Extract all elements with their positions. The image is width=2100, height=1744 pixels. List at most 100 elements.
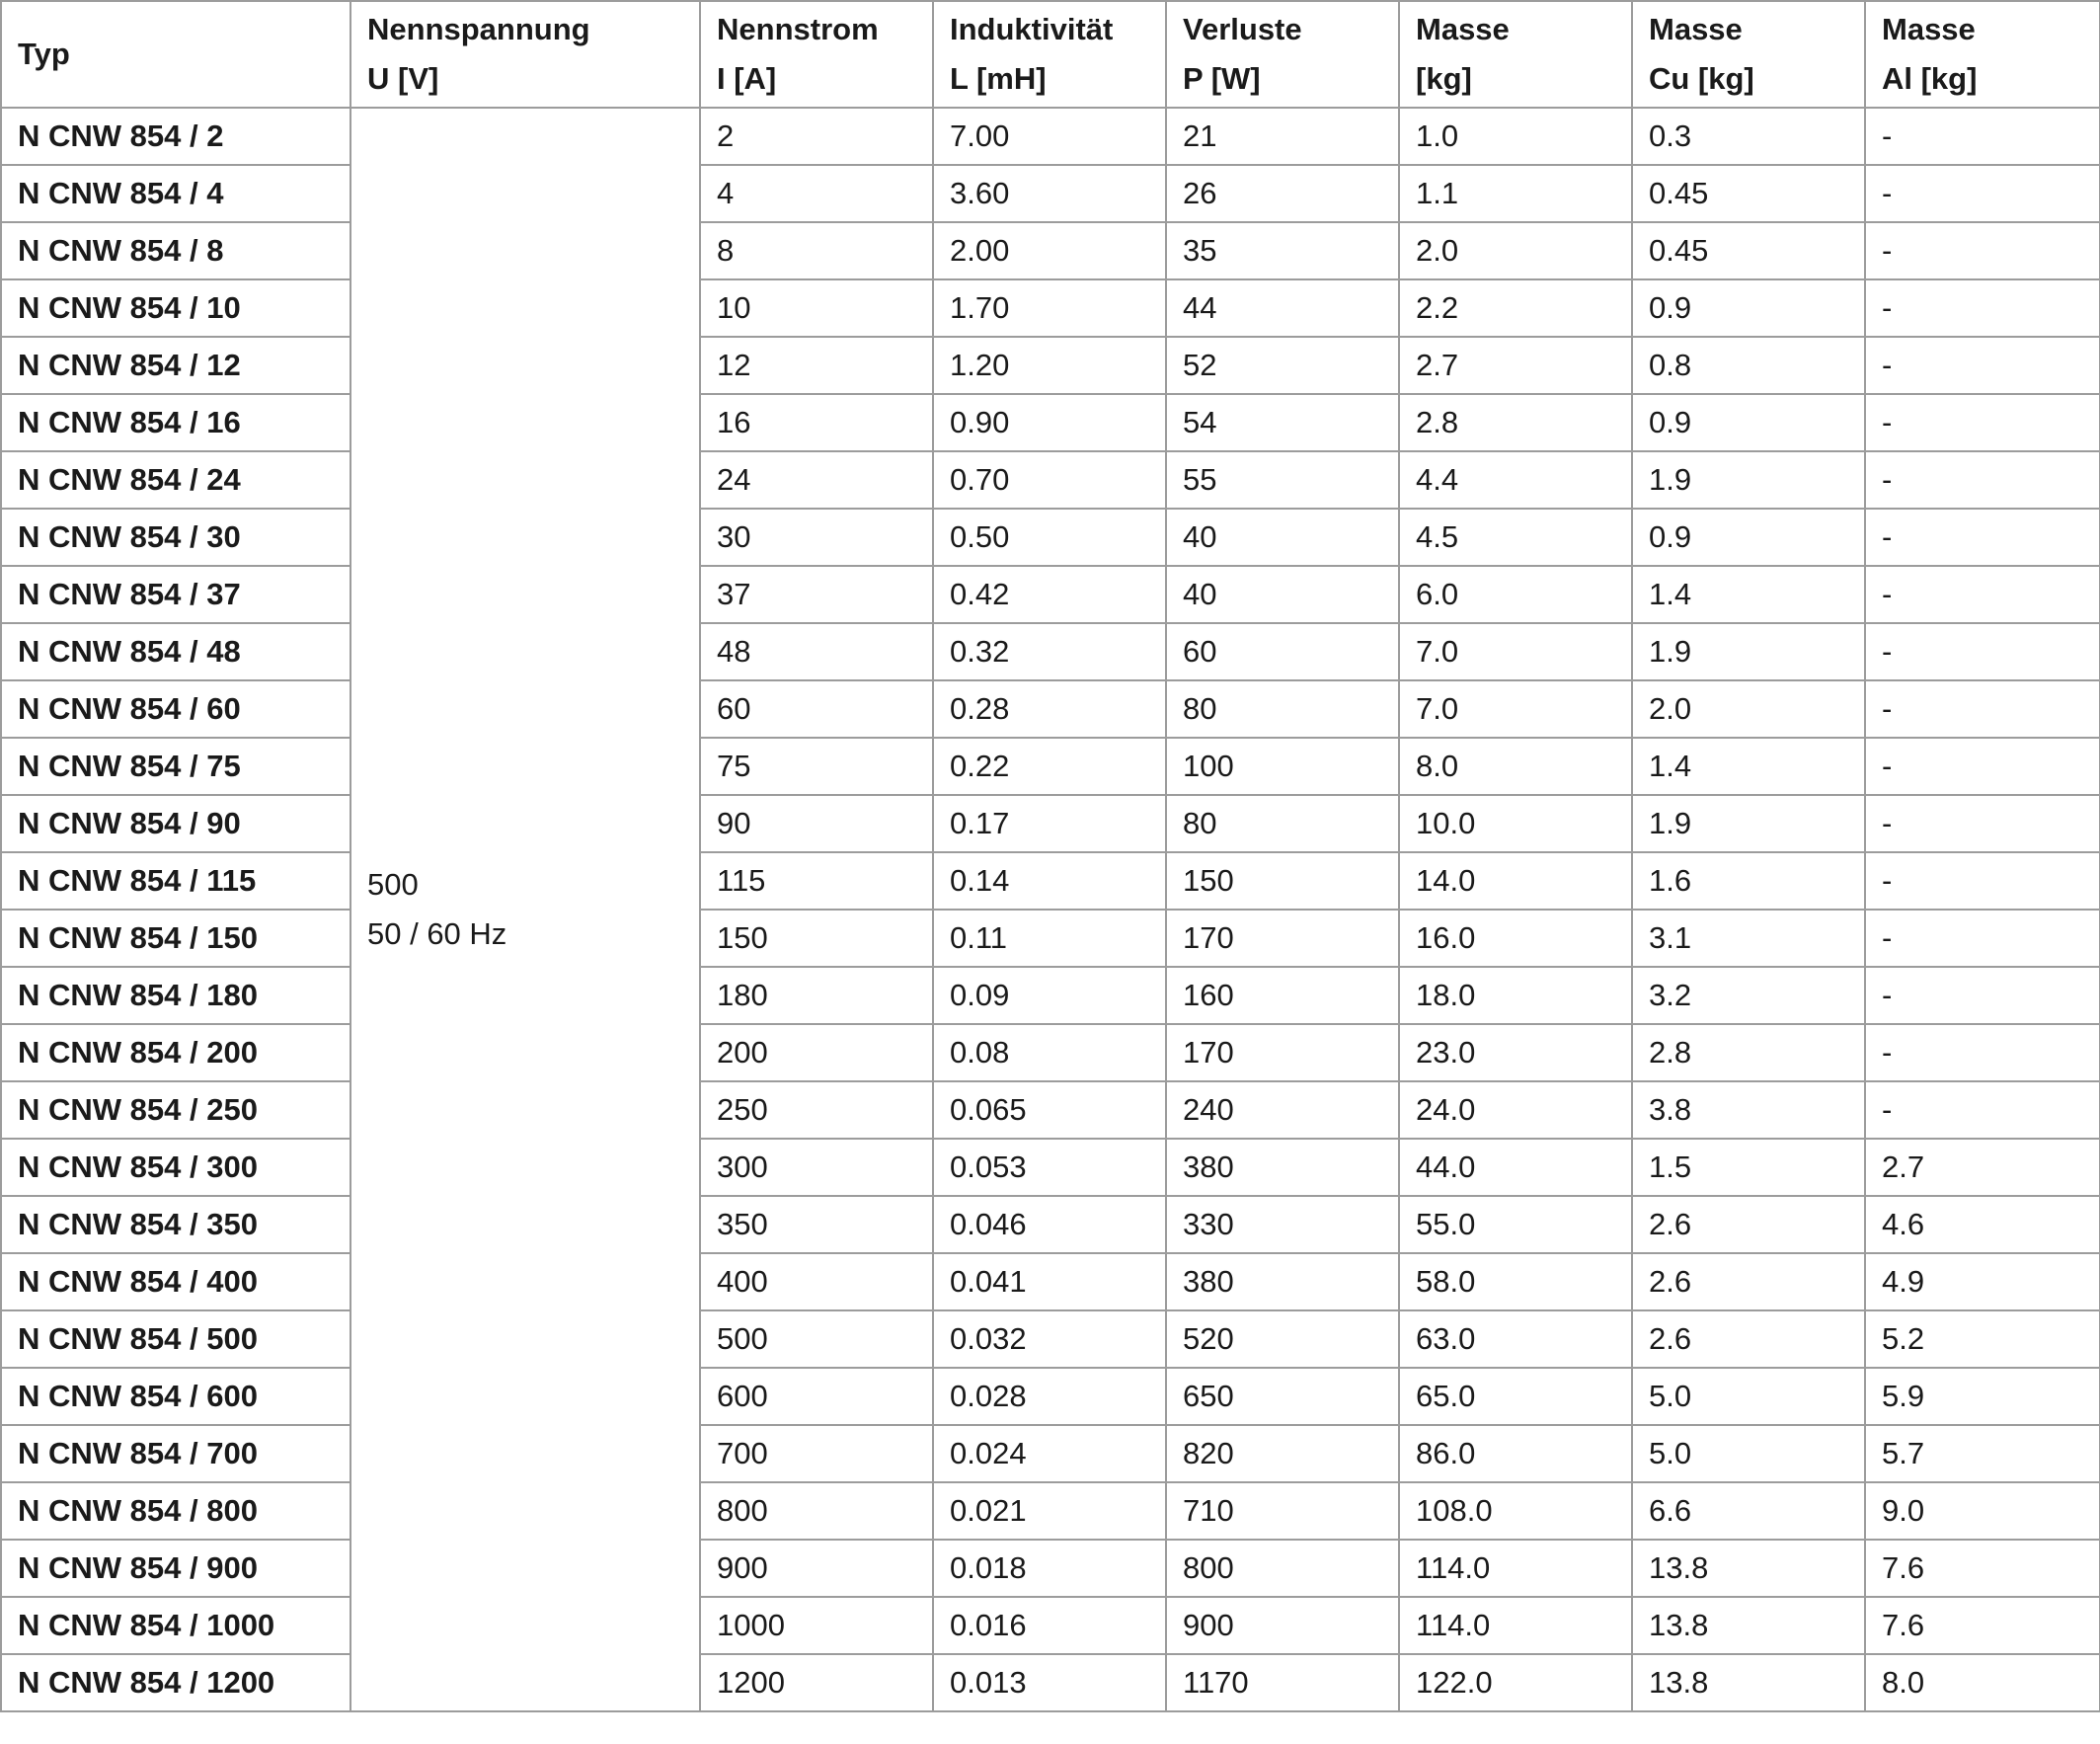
cell-induktivitaet: 2.00 [932, 221, 1167, 280]
cell-typ: N CNW 854 / 4 [0, 164, 351, 223]
cell-masse-cu: 13.8 [1631, 1596, 1866, 1655]
cell-masse-al: - [1864, 679, 2100, 739]
table-row: N CNW 854 / 75 75 0.22 100 8.0 1.4- [0, 737, 2100, 796]
cell-induktivitaet: 0.032 [932, 1309, 1167, 1369]
table-row: N CNW 854 / 24 24 0.70 55 4.4 1.9- [0, 450, 2100, 510]
table-row: N CNW 854 / 115 115 0.14 150 14.0 1.6- [0, 851, 2100, 911]
cell-induktivitaet: 3.60 [932, 164, 1167, 223]
cell-masse-al: 5.9 [1864, 1367, 2100, 1426]
header-line2: L [mH] [950, 61, 1047, 96]
cell-masse: 114.0 [1398, 1596, 1633, 1655]
cell-masse-al: - [1864, 794, 2100, 853]
cell-verluste: 80 [1165, 794, 1400, 853]
table-row: N CNW 854 / 90 90 0.17 80 10.0 1.9- [0, 794, 2100, 853]
cell-induktivitaet: 0.32 [932, 622, 1167, 681]
cell-masse-cu: 1.4 [1631, 737, 1866, 796]
table-row: N CNW 854 / 300 300 0.053 380 44.0 1.5 2.7 [0, 1138, 2100, 1197]
cell-masse: 1.0 [1398, 107, 1633, 166]
cell-masse: 18.0 [1398, 966, 1633, 1025]
header-line1: Masse [1882, 12, 1976, 46]
cell-induktivitaet: 0.50 [932, 508, 1167, 567]
cell-masse-cu: 0.9 [1631, 393, 1866, 452]
cell-induktivitaet: 7.00 [932, 107, 1167, 166]
cell-typ: N CNW 854 / 24 [0, 450, 351, 510]
cell-verluste: 44 [1165, 278, 1400, 338]
cell-masse: 122.0 [1398, 1653, 1633, 1712]
table-row: N CNW 854 / 37 37 0.42 40 6.0 1.4- [0, 565, 2100, 624]
cell-verluste: 26 [1165, 164, 1400, 223]
cell-masse-cu: 2.8 [1631, 1023, 1866, 1082]
cell-masse: 2.7 [1398, 336, 1633, 395]
cell-masse-al: 4.6 [1864, 1195, 2100, 1254]
voltage-value: 500 [367, 867, 419, 902]
cell-induktivitaet: 0.11 [932, 909, 1167, 968]
cell-typ: N CNW 854 / 115 [0, 851, 351, 911]
cell-masse-al: - [1864, 278, 2100, 338]
cell-verluste: 52 [1165, 336, 1400, 395]
cell-masse-al: 8.0 [1864, 1653, 2100, 1712]
cell-induktivitaet: 0.024 [932, 1424, 1167, 1483]
cell-induktivitaet: 0.22 [932, 737, 1167, 796]
header-line1: Nennstrom [717, 12, 879, 46]
cell-typ: N CNW 854 / 10 [0, 278, 351, 338]
table-body: N CNW 854 / 2 500 50 / 60 Hz 2 7.00 21 1.0 0.3-… [0, 107, 2100, 1712]
cell-nennstrom: 1200 [699, 1653, 934, 1712]
cell-masse: 63.0 [1398, 1309, 1633, 1369]
cell-masse-al: - [1864, 1023, 2100, 1082]
cell-masse-cu: 0.9 [1631, 278, 1866, 338]
cell-nennstrom: 500 [699, 1309, 934, 1369]
header-line1: Masse [1649, 12, 1743, 46]
cell-masse-cu: 1.9 [1631, 622, 1866, 681]
cell-nennstrom: 2 [699, 107, 934, 166]
cell-typ: N CNW 854 / 700 [0, 1424, 351, 1483]
cell-induktivitaet: 0.046 [932, 1195, 1167, 1254]
cell-masse: 2.8 [1398, 393, 1633, 452]
cell-masse-al: 7.6 [1864, 1596, 2100, 1655]
cell-verluste: 21 [1165, 107, 1400, 166]
cell-nennstrom: 900 [699, 1539, 934, 1598]
cell-masse: 8.0 [1398, 737, 1633, 796]
cell-masse-al: - [1864, 622, 2100, 681]
cell-masse: 6.0 [1398, 565, 1633, 624]
cell-masse-cu: 0.3 [1631, 107, 1866, 166]
cell-verluste: 60 [1165, 622, 1400, 681]
cell-masse-al: - [1864, 107, 2100, 166]
cell-induktivitaet: 0.021 [932, 1481, 1167, 1541]
cell-nennstrom: 8 [699, 221, 934, 280]
table-row: N CNW 854 / 48 48 0.32 60 7.0 1.9- [0, 622, 2100, 681]
cell-verluste: 820 [1165, 1424, 1400, 1483]
cell-nennstrom: 60 [699, 679, 934, 739]
cell-masse-cu: 1.5 [1631, 1138, 1866, 1197]
header-line1: Nennspannung [367, 12, 590, 46]
cell-verluste: 150 [1165, 851, 1400, 911]
table-row: N CNW 854 / 500 500 0.032 520 63.0 2.6 5.2 [0, 1309, 2100, 1369]
cell-masse: 2.0 [1398, 221, 1633, 280]
table-row: N CNW 854 / 700 700 0.024 820 86.0 5.0 5.7 [0, 1424, 2100, 1483]
table-row: N CNW 854 / 250 250 0.065 240 24.0 3.8- [0, 1080, 2100, 1140]
table-row: N CNW 854 / 900 900 0.018 800 114.0 13.8 7.6 [0, 1539, 2100, 1598]
cell-nennstrom: 300 [699, 1138, 934, 1197]
cell-typ: N CNW 854 / 30 [0, 508, 351, 567]
cell-nennstrom: 200 [699, 1023, 934, 1082]
cell-typ: N CNW 854 / 16 [0, 393, 351, 452]
header-row: Typ Nennspannung U [V] Nennstrom I [A] Ind… [0, 0, 2100, 109]
cell-verluste: 650 [1165, 1367, 1400, 1426]
table-row: N CNW 854 / 350 350 0.046 330 55.0 2.6 4.6 [0, 1195, 2100, 1254]
cell-induktivitaet: 0.028 [932, 1367, 1167, 1426]
cell-masse: 55.0 [1398, 1195, 1633, 1254]
cell-typ: N CNW 854 / 60 [0, 679, 351, 739]
cell-masse: 2.2 [1398, 278, 1633, 338]
cell-nennstrom: 30 [699, 508, 934, 567]
cell-masse-al: - [1864, 966, 2100, 1025]
cell-masse: 44.0 [1398, 1138, 1633, 1197]
cell-nennstrom: 400 [699, 1252, 934, 1311]
table-row: N CNW 854 / 200 200 0.08 170 23.0 2.8- [0, 1023, 2100, 1082]
cell-masse-cu: 0.45 [1631, 221, 1866, 280]
cell-induktivitaet: 0.065 [932, 1080, 1167, 1140]
cell-typ: N CNW 854 / 75 [0, 737, 351, 796]
cell-verluste: 80 [1165, 679, 1400, 739]
header-line2: [kg] [1416, 61, 1472, 96]
header-masse-cu: Masse Cu [kg] [1631, 0, 1866, 109]
cell-nennstrom: 37 [699, 565, 934, 624]
